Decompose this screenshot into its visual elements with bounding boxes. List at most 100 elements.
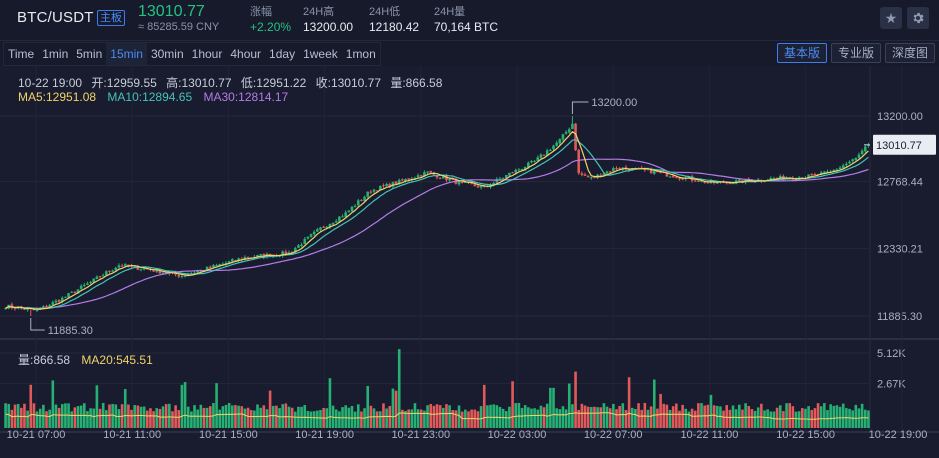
volume-bar — [130, 409, 133, 428]
volume-bar — [451, 410, 455, 428]
volume-bar — [196, 409, 199, 428]
candle-body — [363, 196, 366, 201]
interval-15min[interactable]: 15min — [106, 43, 147, 65]
interval-1week[interactable]: 1week — [303, 47, 338, 61]
interval-30min[interactable]: 30min — [150, 47, 184, 61]
interval-1day[interactable]: 1day — [269, 47, 296, 61]
volume-bar — [530, 408, 533, 428]
time-axis-label: 10-21 11:00 — [103, 429, 161, 441]
volume-bar — [508, 406, 511, 428]
time-axis-label: 10-22 11:00 — [680, 429, 738, 441]
volume-bar — [734, 409, 738, 428]
volume-bar — [410, 409, 414, 428]
volume-bar — [829, 404, 832, 428]
volume-bar — [391, 388, 395, 428]
volume-bar — [678, 410, 681, 428]
volume-bar — [136, 405, 140, 428]
kline-chart[interactable]: 13200.00 12768.44 12330.21 11885.30 5.12K 2.6… — [0, 66, 939, 458]
candle-body — [54, 300, 58, 303]
volume-bar — [486, 405, 489, 428]
volume-bar — [501, 408, 505, 428]
candle-body — [293, 248, 297, 252]
volume-bar — [813, 408, 817, 428]
candle-body — [602, 173, 606, 177]
candle-body — [401, 179, 404, 181]
volume-bar — [848, 408, 851, 428]
candle-body — [221, 263, 225, 265]
candle-body — [70, 291, 74, 293]
volume-bar — [45, 411, 48, 428]
ohlc-legend: 10-22 19:00 开:12959.55 高:13010.77 低:1295… — [18, 74, 448, 91]
volume-bar — [249, 410, 253, 428]
volume-bar — [4, 403, 7, 428]
volume-bar — [618, 405, 621, 428]
candle-body — [419, 175, 423, 177]
volume-bar — [489, 404, 492, 428]
candle-body — [123, 264, 127, 266]
candle-body — [470, 183, 473, 185]
candle-body — [344, 212, 347, 217]
volume-bar — [246, 407, 250, 428]
cny-price: ≈ 85285.59 CNY — [138, 21, 220, 33]
basic-view-button[interactable]: 基本版 — [776, 43, 827, 63]
low-marker-label: 11885.30 — [48, 325, 93, 337]
candle-body — [407, 178, 410, 180]
volume-bar — [164, 404, 168, 428]
settings-button[interactable] — [907, 7, 929, 29]
interval-5min[interactable]: 5min — [76, 47, 103, 61]
volume-bar — [127, 404, 130, 428]
ma-legend: MA5:12951.08 MA10:12894.65 MA30:12814.17 — [18, 90, 296, 104]
stat-low: 24H低 12180.42 — [369, 3, 419, 34]
candle-body — [508, 172, 511, 176]
gear-icon — [913, 12, 924, 24]
kline-chart-canvas[interactable]: 13200.00 12768.44 12330.21 11885.30 5.12K 2.6… — [0, 66, 939, 458]
volume-bar — [26, 410, 29, 428]
stat-volume-label: 24H量 — [434, 6, 466, 18]
volume-bar — [243, 408, 247, 428]
candle-body — [457, 181, 461, 185]
candle-body — [561, 134, 565, 140]
interval-4hour[interactable]: 4hour — [230, 47, 262, 61]
volume-bar — [70, 411, 74, 428]
volume-bar — [574, 371, 577, 428]
depth-chart-button[interactable]: 深度图 — [884, 43, 935, 63]
candle-body — [590, 177, 593, 179]
candle-body — [517, 169, 521, 171]
interval-time[interactable]: Time — [8, 47, 35, 61]
candle-body — [441, 175, 445, 179]
candle-body — [435, 175, 439, 178]
volume-bar — [123, 389, 127, 428]
volume-bar — [756, 407, 760, 428]
volume-bar — [284, 403, 288, 428]
volume-bar — [287, 406, 291, 428]
stat-volume: 24H量 70,164 BTC — [434, 3, 498, 34]
interval-1mon[interactable]: 1mon — [345, 47, 376, 61]
volume-bar — [778, 405, 782, 428]
volume-bar — [681, 404, 684, 428]
candle-body — [281, 251, 284, 256]
pro-view-button[interactable]: 专业版 — [830, 43, 881, 63]
volume-bar — [800, 408, 804, 428]
volume-bar — [722, 410, 725, 428]
candle-body — [536, 157, 540, 162]
favorite-button[interactable]: ★ — [880, 7, 902, 29]
volume-bar — [306, 410, 310, 428]
candle-body — [426, 171, 429, 173]
time-axis-label: 10-21 23:00 — [391, 429, 450, 441]
volume-bar — [690, 408, 694, 428]
candle-body — [391, 182, 395, 187]
volume-bar — [552, 387, 555, 428]
candle-body — [643, 169, 647, 171]
volume-bar — [180, 384, 184, 428]
candle-body — [404, 178, 407, 182]
interval-1hour[interactable]: 1hour — [191, 47, 223, 61]
volume-bar — [366, 386, 370, 428]
volume-bar — [712, 405, 716, 428]
candle-body — [212, 265, 215, 268]
volume-bar — [293, 411, 297, 428]
interval-1min[interactable]: 1min — [42, 47, 69, 61]
volume-axis-label: 5.12K — [877, 348, 906, 360]
volume-bar — [240, 406, 244, 428]
volume-bar — [788, 403, 791, 428]
volume-bar — [715, 405, 719, 428]
